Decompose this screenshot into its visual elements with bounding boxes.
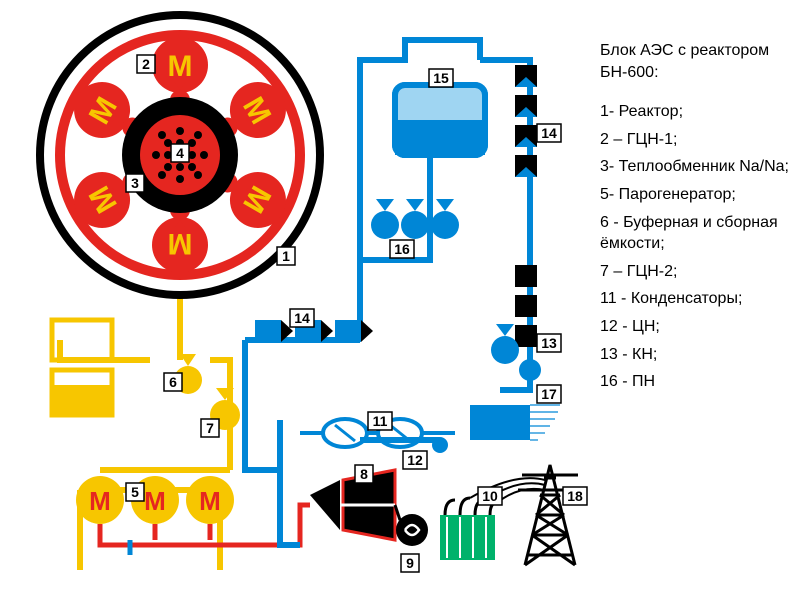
svg-text:M: M bbox=[199, 486, 221, 516]
svg-text:10: 10 bbox=[482, 488, 498, 504]
legend-item: 6 - Буферная и сборная ёмкости; bbox=[600, 212, 790, 255]
svg-text:1: 1 bbox=[282, 248, 290, 264]
svg-text:17: 17 bbox=[541, 386, 557, 402]
legend-item: 5- Парогенератор; bbox=[600, 184, 790, 206]
svg-text:11: 11 bbox=[373, 413, 388, 429]
svg-text:3: 3 bbox=[131, 175, 139, 191]
svg-text:M: M bbox=[144, 486, 166, 516]
svg-text:12: 12 bbox=[407, 452, 423, 468]
legend-item: 2 – ГЦН-1; bbox=[600, 129, 790, 151]
svg-text:2: 2 bbox=[142, 56, 150, 72]
svg-text:14: 14 bbox=[541, 125, 557, 141]
svg-text:15: 15 bbox=[433, 70, 449, 86]
svg-text:6: 6 bbox=[169, 374, 177, 390]
svg-text:4: 4 bbox=[176, 145, 184, 161]
legend-item: 3- Теплообменник Na/Na; bbox=[600, 156, 790, 178]
legend-title: Блок АЭС с реактором БН-600: bbox=[600, 40, 790, 83]
svg-text:M: M bbox=[168, 227, 193, 260]
legend: Блок АЭС с реактором БН-600: 1- Реактор;… bbox=[600, 40, 790, 399]
legend-item: 11 - Конденсаторы; bbox=[600, 288, 790, 310]
legend-item: 1- Реактор; bbox=[600, 101, 790, 123]
svg-text:8: 8 bbox=[360, 466, 368, 482]
svg-text:13: 13 bbox=[541, 335, 557, 351]
legend-item: 12 - ЦН; bbox=[600, 316, 790, 338]
svg-text:16: 16 bbox=[394, 241, 410, 257]
svg-text:9: 9 bbox=[406, 555, 414, 571]
svg-text:M: M bbox=[168, 50, 193, 83]
legend-item: 7 – ГЦН-2; bbox=[600, 261, 790, 283]
svg-text:14: 14 bbox=[294, 310, 310, 326]
legend-item: 16 - ПН bbox=[600, 371, 790, 393]
svg-text:18: 18 bbox=[567, 488, 583, 504]
svg-text:7: 7 bbox=[206, 420, 214, 436]
svg-text:5: 5 bbox=[131, 484, 139, 500]
legend-item: 13 - КН; bbox=[600, 344, 790, 366]
svg-text:M: M bbox=[89, 486, 111, 516]
